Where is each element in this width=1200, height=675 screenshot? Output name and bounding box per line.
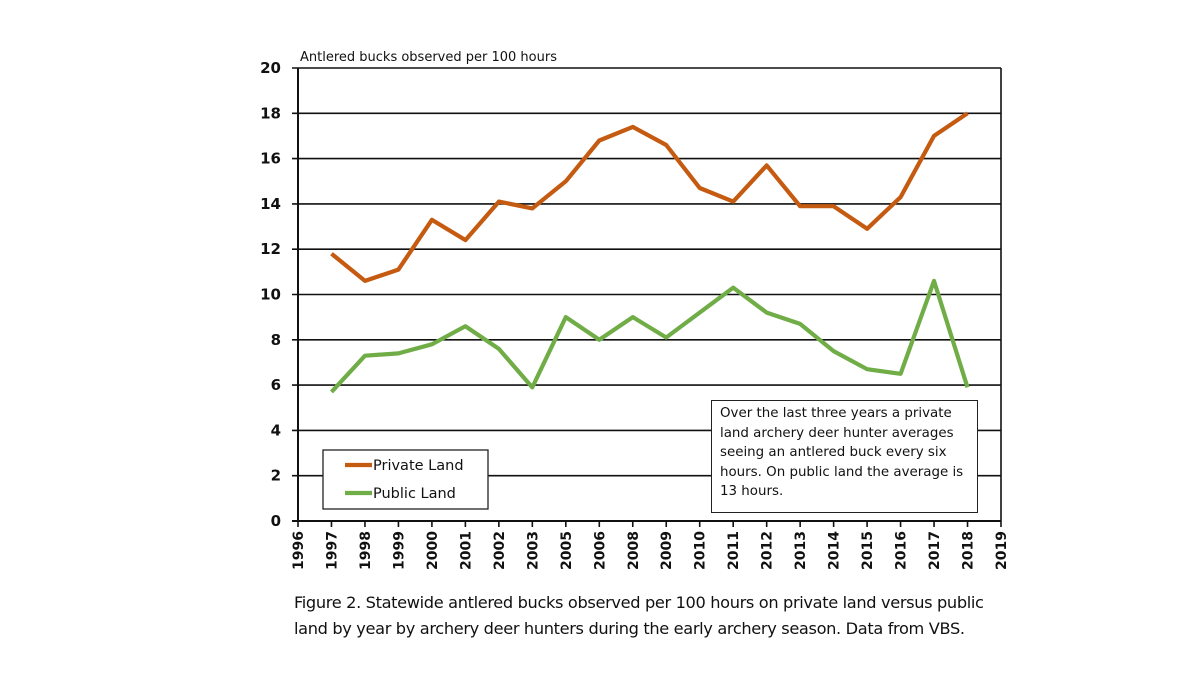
y-tick-label: 8	[271, 331, 281, 349]
x-tick-label: 2014	[827, 531, 843, 570]
y-tick-label: 6	[271, 376, 281, 394]
x-tick-label: 1998	[358, 531, 374, 570]
x-tick-label: 2013	[793, 531, 809, 570]
y-tick-label: 4	[271, 421, 281, 439]
legend-label: Private Land	[373, 458, 464, 474]
x-axis-ticks: 1996 1997 1998 1999 2000 2001 2002 2003 2005 2006…	[291, 521, 1010, 570]
x-tick-label: 2003	[525, 531, 541, 570]
y-tick-label: 14	[260, 195, 281, 213]
x-tick-label: 2008	[626, 531, 642, 570]
y-tick-label: 2	[271, 467, 281, 485]
axes	[292, 68, 1002, 522]
figure-caption: Figure 2. Statewide antlered bucks obser…	[294, 593, 984, 638]
y-tick-label: 16	[260, 150, 281, 168]
x-tick-label: 2006	[592, 531, 608, 570]
y-tick-label: 10	[260, 286, 281, 304]
x-tick-label: 2009	[659, 531, 675, 570]
legend-box	[322, 449, 489, 510]
annotation-box: Over the last three years a private land…	[711, 400, 978, 513]
x-tick-label: 2005	[559, 531, 575, 570]
legend: Private Land Public Land	[322, 449, 489, 510]
x-tick-label: 2011	[726, 531, 742, 570]
x-tick-label: 2019	[994, 531, 1010, 570]
x-tick-label: 2000	[425, 531, 441, 570]
x-tick-label: 1999	[391, 531, 407, 570]
y-tick-label: 0	[271, 512, 281, 530]
x-tick-label: 1997	[324, 531, 340, 570]
y-axis-label: Antlered bucks observed per 100 hours	[300, 50, 557, 65]
x-tick-label: 1996	[291, 531, 307, 570]
series-line-private-land	[330, 111, 969, 283]
series-lines	[329, 111, 970, 394]
x-tick-label: 2015	[860, 531, 876, 570]
y-tick-label: 18	[260, 104, 281, 122]
x-tick-label: 2012	[760, 531, 776, 570]
x-tick-label: 2002	[492, 531, 508, 570]
y-tick-label: 20	[260, 59, 281, 77]
y-tick-label: 12	[260, 240, 281, 258]
legend-label: Public Land	[373, 486, 456, 502]
x-tick-label: 2017	[927, 531, 943, 570]
x-tick-label: 2018	[961, 531, 977, 570]
x-tick-label: 2016	[894, 531, 910, 570]
x-tick-label: 2001	[458, 531, 474, 570]
x-tick-label: 2010	[693, 531, 709, 570]
y-axis-ticks: 0 2 4 6 8 10 12 14 16 18 20	[260, 59, 281, 530]
series-line-public-land	[329, 278, 970, 394]
